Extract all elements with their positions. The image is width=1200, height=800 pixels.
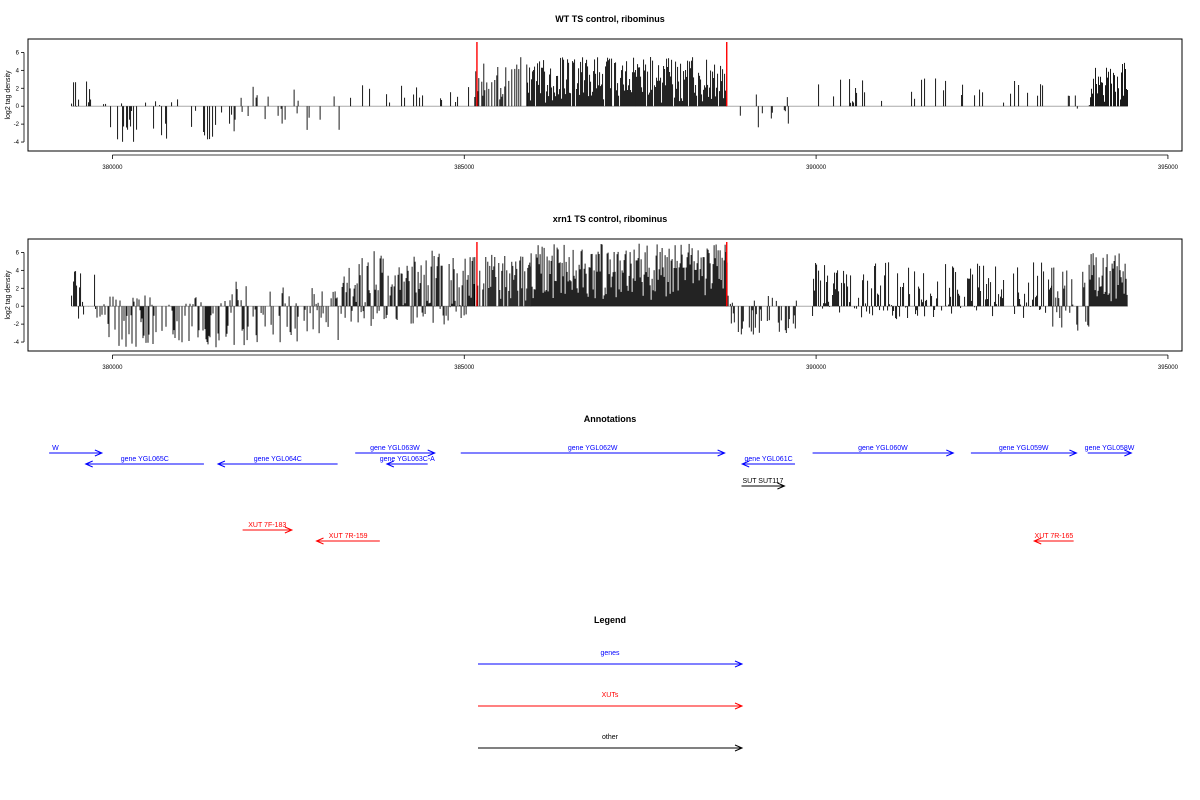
feature-label: W: [52, 445, 59, 452]
feature-arrow: XUT 7R-165: [1032, 533, 1074, 545]
x-tick-label: 385000: [454, 365, 475, 371]
feature-label: gene YGL060W: [858, 445, 908, 452]
y-tick-label: 6: [16, 250, 20, 256]
x-tick-label: 390000: [806, 365, 827, 371]
arrow-left-icon: [740, 460, 750, 468]
y-axis-label: log2 tag density: [5, 270, 12, 320]
arrow-right-icon: [284, 526, 294, 534]
feature-label: gene YGL063C-A: [380, 456, 435, 463]
feature-arrow: gene YGL061C: [740, 456, 795, 468]
arrow-right-icon: [1069, 449, 1078, 457]
arrow-right-icon: [717, 449, 726, 457]
plot-frame: [27, 238, 1183, 352]
legend-item: XUTs: [478, 692, 744, 710]
arrow-right-icon: [1124, 449, 1133, 457]
y-tick-label: 2: [16, 286, 20, 292]
y-tick-label: -2: [14, 122, 20, 128]
feature-arrow: gene YGL064C: [216, 456, 338, 468]
x-axis-ticks: 380000 385000 390000 395000: [102, 154, 1179, 171]
x-tick-label: 395000: [1158, 365, 1179, 371]
arrow-right-icon: [946, 449, 955, 457]
feature-label: gene YGL058W: [1085, 445, 1135, 452]
panel-title: WT TS control, ribominus: [555, 14, 665, 24]
x-tick-label: 390000: [806, 165, 827, 171]
arrow-right-icon: [734, 660, 744, 668]
x-tick-label: 395000: [1158, 165, 1179, 171]
x-axis-ticks: 380000 385000 390000 395000: [102, 354, 1179, 371]
y-tick-label: 0: [16, 304, 20, 310]
feature-arrow: W: [49, 445, 104, 457]
y-tick-label: 4: [16, 68, 20, 74]
feature-arrow: gene YGL065C: [84, 456, 204, 468]
y-axis-ticks: 6 4 2 0 -2 -4: [14, 50, 25, 146]
arrow-left-icon: [1032, 537, 1042, 545]
feature-label: gene YGL061C: [745, 456, 793, 463]
feature-label: XUT 7R-165: [1035, 533, 1074, 540]
legend-label: XUTs: [602, 692, 619, 699]
density-bars: [71, 57, 1128, 142]
highlight-lines: [476, 242, 728, 307]
wt-density-panel: WT TS control, ribominus log2 tag densit…: [5, 14, 1183, 171]
legend-panel: Legend genes XUTs other: [478, 615, 744, 752]
feature-label: gene YGL059W: [999, 445, 1049, 452]
y-tick-label: 0: [16, 104, 20, 110]
x-tick-label: 380000: [102, 365, 123, 371]
x-tick-label: 380000: [102, 165, 123, 171]
legend-title: Legend: [594, 615, 626, 625]
y-tick-label: 4: [16, 268, 20, 274]
y-tick-label: -4: [14, 140, 20, 146]
feature-label: gene YGL064C: [254, 456, 302, 463]
arrow-left-icon: [315, 537, 324, 545]
feature-label: XUT 7R-159: [329, 533, 368, 540]
feature-label: XUT 7F-183: [248, 522, 286, 529]
feature-label: SUT SUT117: [742, 478, 783, 485]
feature-arrow: gene YGL058W: [1085, 445, 1135, 457]
feature-arrow: gene YGL059W: [970, 445, 1078, 457]
highlight-lines: [476, 42, 728, 107]
feature-arrow: XUT 7R-159: [315, 533, 380, 545]
y-tick-label: -2: [14, 322, 20, 328]
arrow-left-icon: [385, 460, 395, 468]
legend-item: other: [478, 734, 744, 752]
arrow-right-icon: [734, 744, 744, 752]
feature-label: gene YGL062W: [568, 445, 618, 452]
density-bars: [71, 243, 1128, 348]
y-tick-label: 6: [16, 50, 20, 56]
legend-items: genes XUTs other: [478, 650, 744, 752]
feature-arrow: gene YGL062W: [460, 445, 726, 457]
arrow-right-icon: [734, 702, 744, 710]
feature-label: gene YGL065C: [121, 456, 169, 463]
arrow-right-icon: [427, 449, 436, 457]
panel-title: xrn1 TS control, ribominus: [553, 214, 668, 224]
legend-label: other: [602, 734, 619, 741]
arrow-right-icon: [94, 449, 104, 457]
feature-arrow: XUT 7F-183: [242, 522, 294, 534]
y-tick-label: 2: [16, 86, 20, 92]
xrn1-density-panel: xrn1 TS control, ribominus log2 tag dens…: [5, 214, 1183, 371]
arrow-right-icon: [777, 482, 786, 490]
arrow-left-icon: [84, 460, 93, 468]
plot-frame: [27, 38, 1183, 152]
feature-arrow: gene YGL063W: [355, 445, 436, 457]
legend-item: genes: [478, 650, 744, 668]
feature-arrow: SUT SUT117: [741, 478, 786, 490]
arrow-left-icon: [216, 460, 226, 468]
feature-arrow: gene YGL060W: [812, 445, 955, 457]
y-axis-label: log2 tag density: [5, 70, 12, 120]
annotations-title: Annotations: [584, 414, 637, 424]
legend-label: genes: [600, 650, 620, 657]
feature-label: gene YGL063W: [370, 445, 420, 452]
y-tick-label: -4: [14, 340, 20, 346]
y-axis-ticks: 6 4 2 0 -2 -4: [14, 250, 25, 346]
x-tick-label: 385000: [454, 165, 475, 171]
feature-arrow: gene YGL063C-A: [380, 456, 435, 468]
